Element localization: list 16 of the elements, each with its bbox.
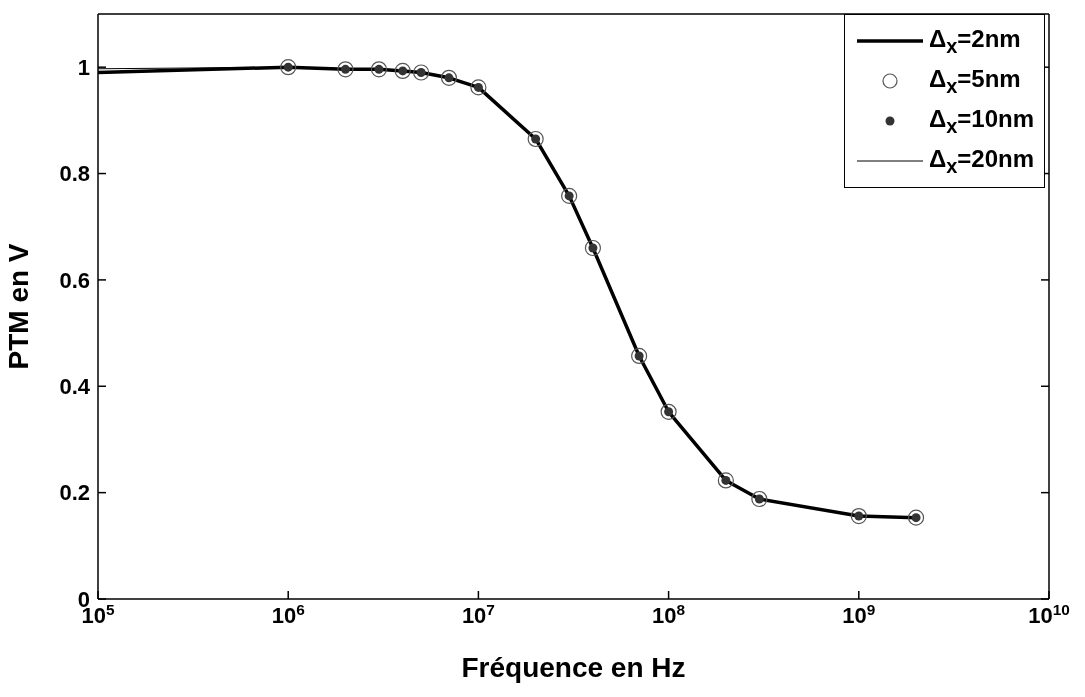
x-tick-label: 10$^{7}$ xyxy=(461,600,495,628)
x-tick-label: 10$^{6}$ xyxy=(271,600,305,628)
x-axis-title: Fréquence en Hz xyxy=(461,652,686,683)
legend-label: Δ$_{x}$=5nm xyxy=(928,64,1021,98)
x-tick-label: 10$^{8}$ xyxy=(652,600,686,628)
y-tick-label: 0.4 xyxy=(59,374,91,400)
y-tick-label: 0.8 xyxy=(59,161,90,187)
legend-label: Δ$_{x}$=20nm xyxy=(928,144,1034,178)
x-tick-label: 10$^{10}$ xyxy=(1028,600,1070,628)
legend-label: Δ$_{x}$=10nm xyxy=(928,104,1034,138)
y-tick-label: 0.2 xyxy=(59,480,90,506)
y-tick-label: 0.6 xyxy=(59,267,90,293)
y-tick-label: 1 xyxy=(77,54,90,80)
y-axis-title: PTM en V xyxy=(2,243,34,370)
legend-label: Δ$_{x}$=2nm xyxy=(928,24,1021,58)
x-tick-label: 10$^{9}$ xyxy=(842,600,876,628)
